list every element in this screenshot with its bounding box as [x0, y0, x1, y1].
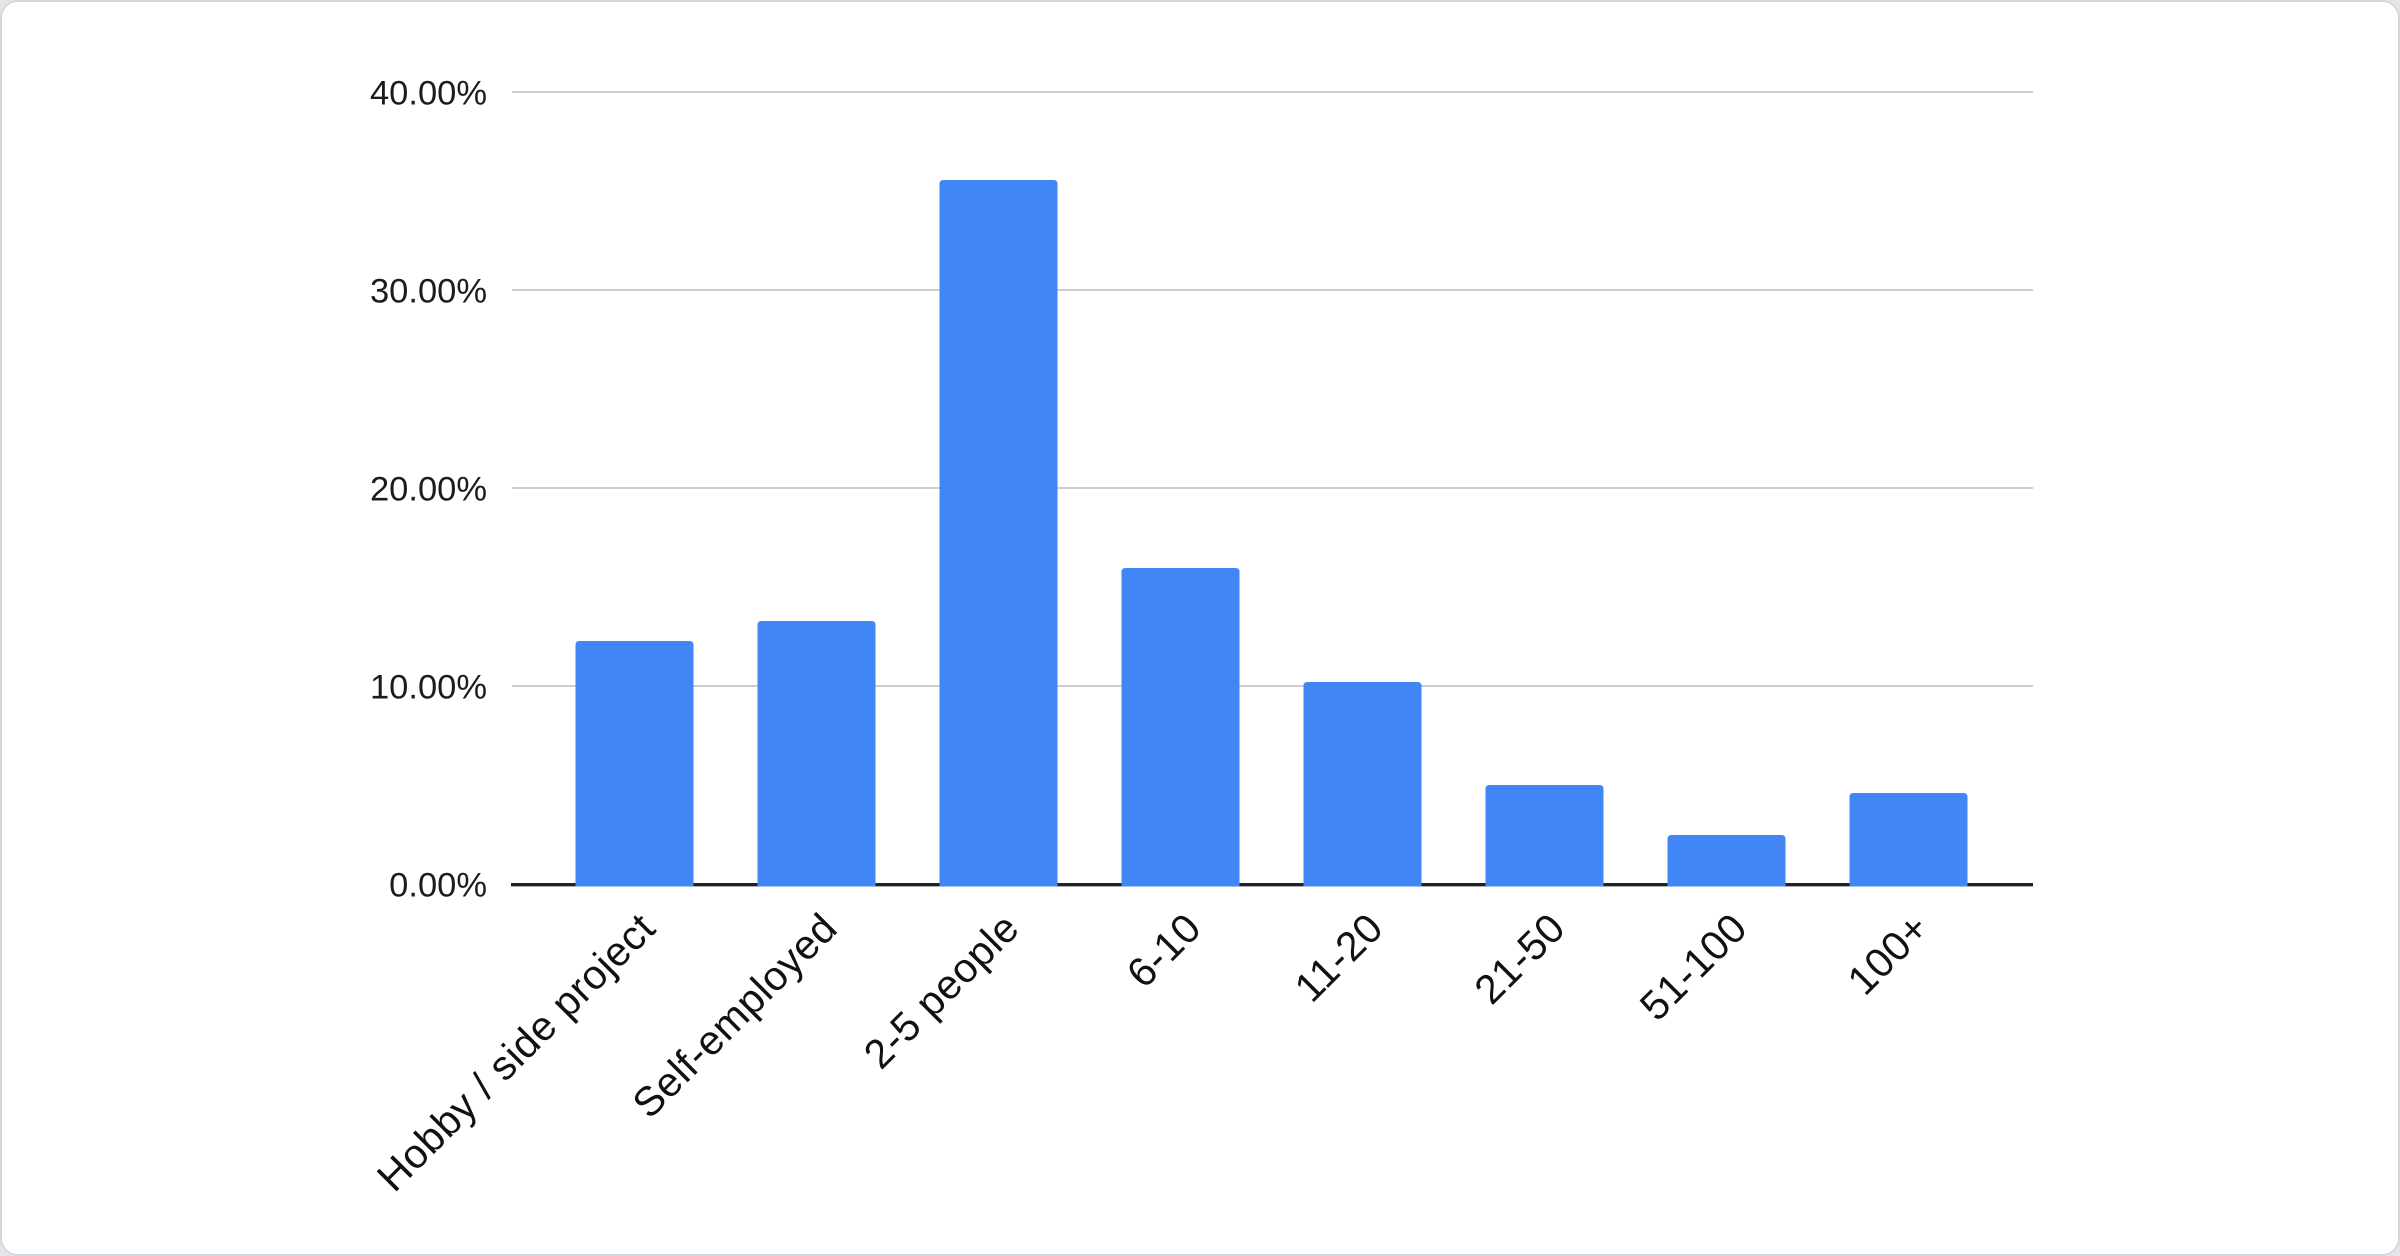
svg-text:30.00%: 30.00% — [370, 273, 487, 311]
svg-text:40.00%: 40.00% — [370, 75, 487, 113]
svg-text:0.00%: 0.00% — [389, 867, 487, 905]
svg-text:20.00%: 20.00% — [370, 471, 487, 509]
svg-text:10.00%: 10.00% — [370, 669, 487, 707]
